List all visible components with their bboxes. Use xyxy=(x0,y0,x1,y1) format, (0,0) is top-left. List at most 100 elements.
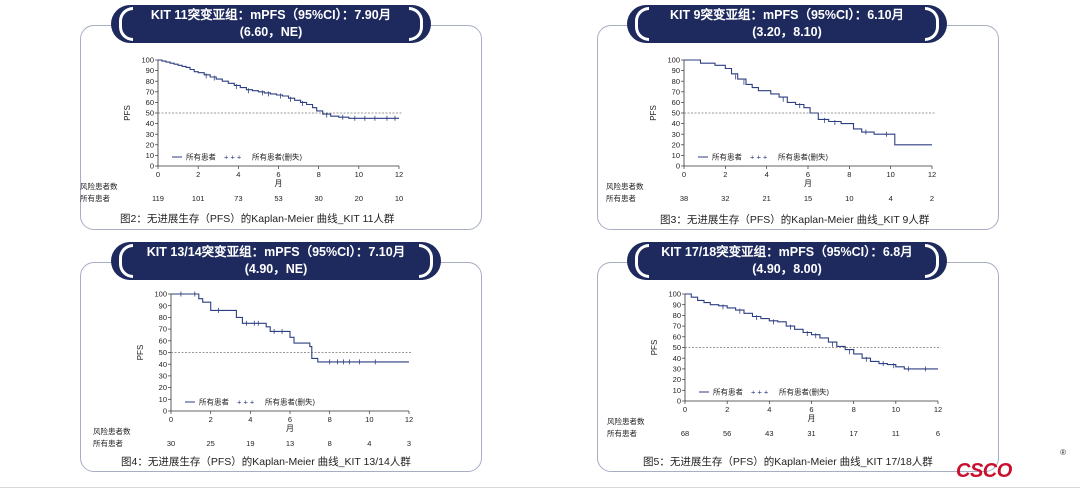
banner-line-1: KIT 13/14突变亚组：mPFS（95%CI）：7.10月 xyxy=(146,245,406,259)
risk-count: 31 xyxy=(807,429,815,438)
y-tick-label: 40 xyxy=(146,119,154,128)
y-tick-label: 30 xyxy=(673,365,681,374)
y-tick-label: 60 xyxy=(672,98,680,107)
legend-all-patients: 所有患者 xyxy=(713,387,743,397)
y-tick-label: 30 xyxy=(146,130,154,139)
risk-count: 2 xyxy=(930,194,934,203)
y-tick-label: 60 xyxy=(146,98,154,107)
x-tick-label: 4 xyxy=(765,170,769,179)
risk-count: 56 xyxy=(723,429,731,438)
y-tick-label: 70 xyxy=(672,87,680,96)
banner-line-2: (3.20，8.10) xyxy=(752,25,822,39)
risk-count: 10 xyxy=(395,194,403,203)
x-axis-label: 月 xyxy=(804,179,812,188)
x-tick-label: 10 xyxy=(355,170,363,179)
y-tick-label: 10 xyxy=(159,395,167,404)
risk-count: 30 xyxy=(167,439,175,448)
figure-caption-kit17-18: 图5：无进展生存（PFS）的Kaplan-Meier 曲线_KIT 17/18人… xyxy=(643,456,933,468)
y-tick-label: 60 xyxy=(673,332,681,341)
y-tick-label: 20 xyxy=(673,375,681,384)
csco-logo-word: CSCO xyxy=(956,460,1012,482)
figure-caption-kit9: 图3：无进展生存（PFS）的Kaplan-Meier 曲线_KIT 9人群 xyxy=(660,214,930,226)
risk-row-label: 所有患者 xyxy=(606,193,636,203)
y-tick-label: 50 xyxy=(146,109,154,118)
risk-count: 53 xyxy=(274,194,282,203)
x-axis-label: 月 xyxy=(286,424,294,433)
y-tick-label: 20 xyxy=(672,140,680,149)
risk-table-title: 风险患者数 xyxy=(607,416,645,426)
x-tick-label: 8 xyxy=(328,415,332,424)
y-tick-label: 50 xyxy=(672,109,680,118)
km-survival-curve xyxy=(171,293,409,363)
x-tick-label: 2 xyxy=(196,170,200,179)
legend-censor-marks: + + + xyxy=(750,153,768,162)
km-panel-kit9 xyxy=(597,25,999,230)
km-survival-curve xyxy=(684,59,932,146)
y-tick-label: 30 xyxy=(159,372,167,381)
figure-caption-kit13-14: 图4：无进展生存（PFS）的Kaplan-Meier 曲线_KIT 13/14人… xyxy=(121,456,411,468)
y-tick-label: 30 xyxy=(672,130,680,139)
banner-line-2: (6.60，NE) xyxy=(239,25,303,39)
x-tick-label: 0 xyxy=(156,170,160,179)
x-tick-label: 12 xyxy=(928,170,936,179)
y-tick-label: 100 xyxy=(668,290,681,299)
y-tick-label: 80 xyxy=(146,77,154,86)
banner-text: KIT 13/14突变亚组：mPFS（95%CI）：7.10月 (4.90，NE… xyxy=(135,244,417,278)
legend-all-patients: 所有患者 xyxy=(199,397,229,407)
x-tick-label: 4 xyxy=(767,405,771,414)
x-tick-label: 8 xyxy=(852,405,856,414)
risk-table-title: 风险患者数 xyxy=(606,181,644,191)
legend-censor-marks: + + + xyxy=(751,388,769,397)
x-tick-label: 6 xyxy=(809,405,813,414)
risk-count: 30 xyxy=(314,194,322,203)
risk-count: 73 xyxy=(234,194,242,203)
banner-line-1: KIT 11突变亚组：mPFS（95%CI）：7.90月 xyxy=(150,8,392,22)
y-tick-label: 80 xyxy=(672,77,680,86)
km-panel-kit11 xyxy=(80,25,482,230)
risk-count: 6 xyxy=(936,429,940,438)
banner-left-bracket xyxy=(119,7,133,41)
y-tick-label: 90 xyxy=(159,301,167,310)
risk-count: 3 xyxy=(407,439,411,448)
risk-count: 17 xyxy=(849,429,857,438)
banner-left-bracket xyxy=(119,244,133,278)
y-axis-label: PFS xyxy=(650,340,659,356)
legend-censored-patients: 所有患者(删失) xyxy=(779,387,829,397)
banner-line-1: KIT 9突变亚组：mPFS（95%CI）：6.10月 xyxy=(669,8,905,22)
registered-mark: ® xyxy=(1060,448,1066,457)
legend-censored-patients: 所有患者(删失) xyxy=(252,152,302,162)
risk-count: 8 xyxy=(328,439,332,448)
y-tick-label: 40 xyxy=(159,360,167,369)
y-tick-label: 90 xyxy=(673,300,681,309)
x-tick-label: 10 xyxy=(892,405,900,414)
y-axis-label: PFS xyxy=(123,105,132,121)
banner-kit17-18: KIT 17/18突变亚组：mPFS（95%CI）：6.8月 (4.90，8.0… xyxy=(627,242,947,280)
y-tick-label: 0 xyxy=(150,162,154,171)
risk-count: 4 xyxy=(367,439,371,448)
banner-text: KIT 17/18突变亚组：mPFS（95%CI）：6.8月 (4.90，8.0… xyxy=(651,244,923,278)
risk-count: 21 xyxy=(762,194,770,203)
risk-count: 25 xyxy=(206,439,214,448)
x-tick-label: 2 xyxy=(209,415,213,424)
y-tick-label: 50 xyxy=(673,343,681,352)
km-panel-kit17-18 xyxy=(597,262,999,472)
km-survival-curve xyxy=(158,59,399,119)
y-tick-label: 70 xyxy=(146,87,154,96)
y-tick-label: 90 xyxy=(672,66,680,75)
y-tick-label: 20 xyxy=(159,383,167,392)
risk-count: 11 xyxy=(892,429,900,438)
y-tick-label: 60 xyxy=(159,336,167,345)
y-tick-label: 10 xyxy=(673,386,681,395)
y-axis-label: PFS xyxy=(649,105,658,121)
risk-row-label: 所有患者 xyxy=(607,428,637,438)
banner-kit9: KIT 9突变亚组：mPFS（95%CI）：6.10月 (3.20，8.10) xyxy=(627,5,947,43)
y-tick-label: 10 xyxy=(146,151,154,160)
y-tick-label: 20 xyxy=(146,140,154,149)
x-tick-label: 4 xyxy=(248,415,252,424)
risk-count: 13 xyxy=(286,439,294,448)
legend-censor-marks: + + + xyxy=(224,153,242,162)
